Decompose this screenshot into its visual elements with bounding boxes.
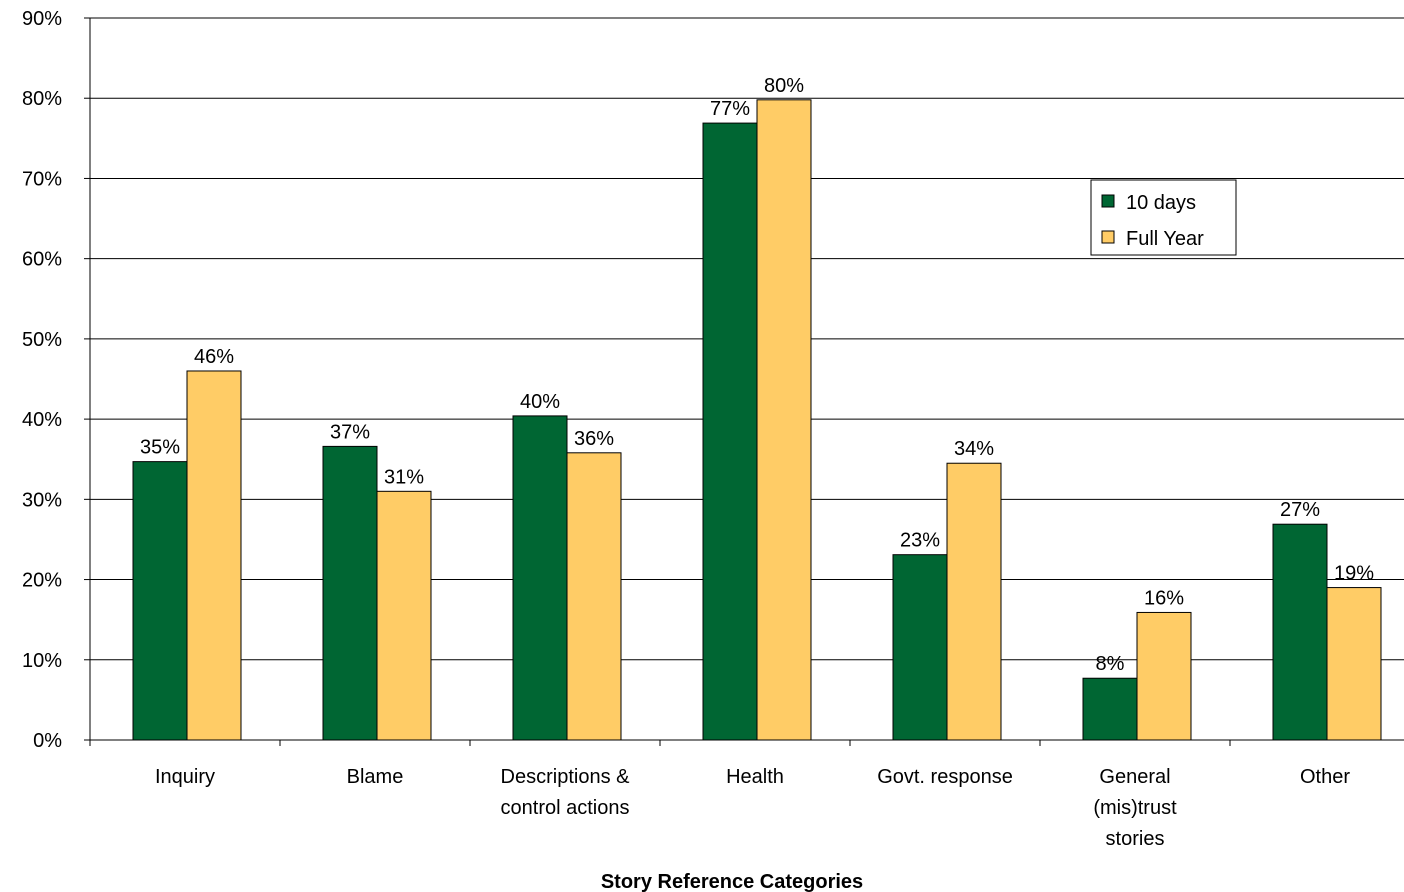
y-tick-label: 0% xyxy=(33,730,62,752)
data-label: 77% xyxy=(710,98,750,120)
legend-swatch-full-year xyxy=(1101,230,1115,244)
data-label: 8% xyxy=(1096,653,1125,675)
category-label: stories xyxy=(1106,828,1165,850)
category-label: Other xyxy=(1300,766,1350,788)
legend-label-10-days: 10 days xyxy=(1126,192,1196,214)
y-tick-label: 10% xyxy=(22,650,62,672)
bar-10-days xyxy=(702,122,758,741)
y-tick-label: 30% xyxy=(22,489,62,511)
bar-10-days xyxy=(1272,523,1328,741)
data-label: 36% xyxy=(574,428,614,450)
y-tick-label: 20% xyxy=(22,570,62,592)
legend-swatch-10-days xyxy=(1101,194,1115,208)
category-label: (mis)trust xyxy=(1093,797,1177,819)
data-label: 31% xyxy=(384,466,424,488)
bar-10-days xyxy=(1082,677,1138,741)
data-label: 34% xyxy=(954,438,994,460)
data-label: 19% xyxy=(1334,563,1374,585)
y-tick-label: 70% xyxy=(22,168,62,190)
data-label: 23% xyxy=(900,530,940,552)
y-tick-label: 40% xyxy=(22,409,62,431)
data-label: 40% xyxy=(520,391,560,413)
x-axis-title: Story Reference Categories xyxy=(601,871,863,892)
y-tick-label: 60% xyxy=(22,249,62,271)
legend: 10 days Full Year xyxy=(1090,179,1237,256)
bar-10-days xyxy=(322,445,378,741)
data-label: 37% xyxy=(330,421,370,443)
category-label: control actions xyxy=(501,797,630,819)
bar-full-year xyxy=(376,490,432,741)
data-label: 35% xyxy=(140,437,180,459)
y-tick-label: 90% xyxy=(22,8,62,30)
bar-full-year xyxy=(186,370,242,741)
bar-full-year xyxy=(756,99,812,741)
bar-full-year xyxy=(1136,611,1192,741)
data-labels: 35% 46% 37% 31% 40% 36% 77% 80% 23% 34% 8% 16% 27% 19… xyxy=(140,75,1374,675)
category-label: Blame xyxy=(347,766,404,788)
category-label: Descriptions & xyxy=(501,766,631,788)
category-label: Govt. response xyxy=(877,766,1013,788)
legend-box xyxy=(1090,179,1237,256)
bar-10-days xyxy=(132,461,188,741)
category-label: Health xyxy=(726,766,784,788)
bars xyxy=(132,99,1382,741)
bar-10-days xyxy=(892,554,948,741)
axes: 0% 10% 20% 30% 40% 50% 60% 70% 80% 90% xyxy=(22,8,1404,752)
legend-label-full-year: Full Year xyxy=(1126,228,1204,250)
bar-full-year xyxy=(1326,587,1382,741)
data-label: 16% xyxy=(1144,587,1184,609)
bar-full-year xyxy=(566,452,622,741)
data-label: 80% xyxy=(764,75,804,97)
bar-full-year xyxy=(946,462,1002,741)
data-label: 27% xyxy=(1280,499,1320,521)
category-label: General xyxy=(1099,766,1170,788)
bar-10-days xyxy=(512,415,568,741)
y-tick-label: 50% xyxy=(22,329,62,351)
data-label: 46% xyxy=(194,346,234,368)
category-labels: Inquiry Blame Descriptions & control action… xyxy=(155,766,1350,850)
y-tick-label: 80% xyxy=(22,88,62,110)
category-label: Inquiry xyxy=(155,766,215,788)
